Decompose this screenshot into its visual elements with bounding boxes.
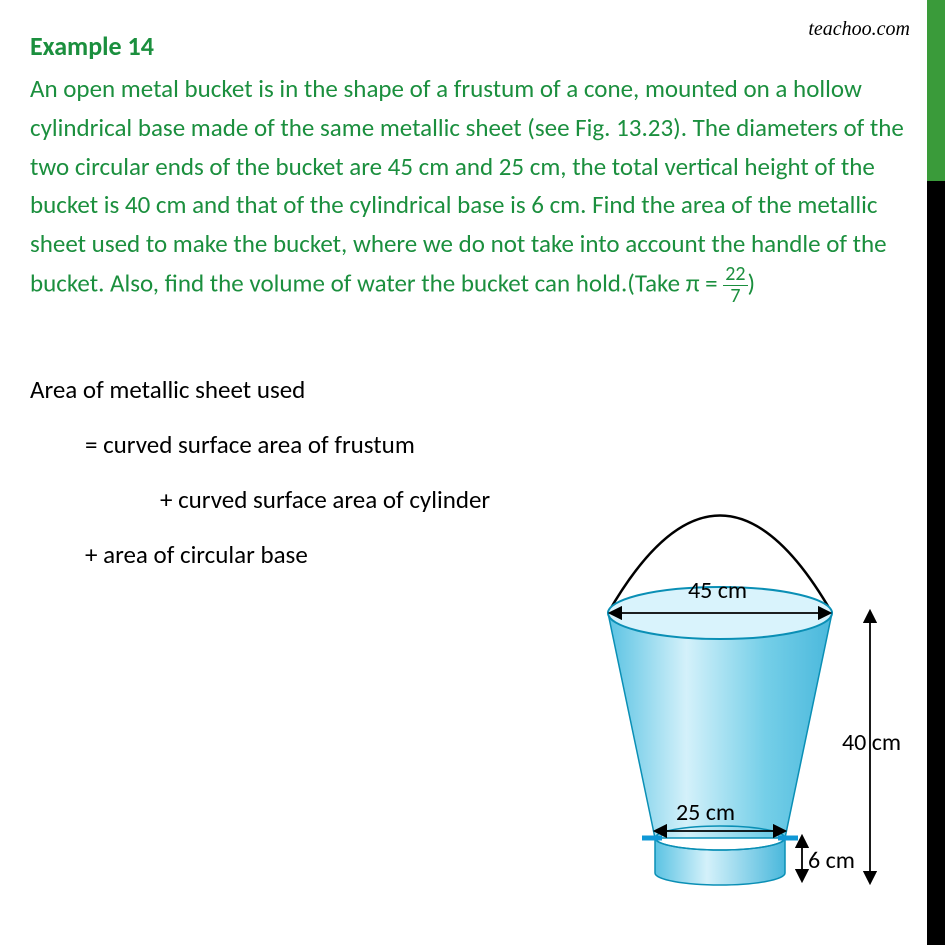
- solution-line-1: Area of metallic sheet used: [30, 362, 915, 417]
- problem-statement: An open metal bucket is in the shape of …: [30, 70, 925, 307]
- watermark: teachoo.com: [808, 18, 910, 41]
- label-top-diameter: 45 cm: [688, 576, 747, 605]
- label-base-height: 6 cm: [808, 846, 855, 875]
- label-bottom-diameter: 25 cm: [676, 798, 735, 827]
- label-total-height: 40 cm: [842, 728, 901, 757]
- problem-line-2b: ): [748, 267, 756, 298]
- problem-line-2a: the bucket can hold.(Take π =: [421, 267, 723, 298]
- fraction-denominator: 7: [723, 286, 747, 307]
- problem-line-1: An open metal bucket is in the shape of …: [30, 73, 904, 298]
- fraction: 227: [723, 264, 747, 307]
- side-accent-black: [927, 181, 945, 945]
- example-title: Example 14: [30, 30, 915, 62]
- bucket-base-cylinder: [655, 838, 785, 885]
- bucket-figure: 45 cm 25 cm 40 cm 6 cm: [580, 438, 910, 908]
- fraction-numerator: 22: [723, 264, 747, 286]
- bucket-svg: [580, 438, 910, 908]
